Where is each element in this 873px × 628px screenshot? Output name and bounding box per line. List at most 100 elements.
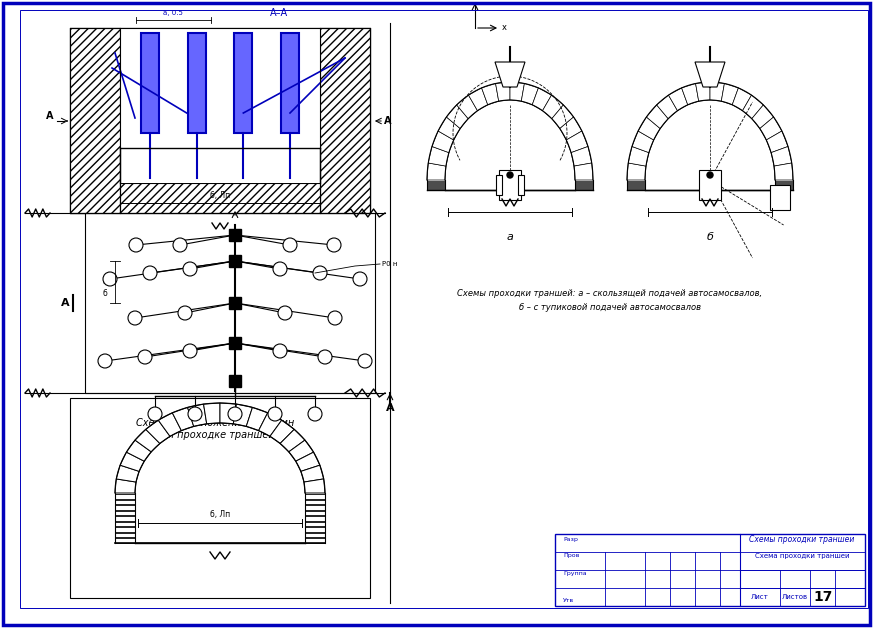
Polygon shape [496, 82, 510, 101]
Bar [496, 175, 502, 195]
Bar [115, 511, 135, 515]
Circle shape [98, 354, 112, 368]
Polygon shape [446, 105, 468, 129]
Bar [70, 28, 370, 213]
Circle shape [268, 407, 282, 421]
Polygon shape [457, 95, 478, 119]
Polygon shape [432, 131, 454, 153]
Polygon shape [127, 440, 151, 461]
Bar [70, 28, 370, 213]
Polygon shape [771, 146, 792, 166]
Polygon shape [567, 131, 588, 153]
Polygon shape [760, 117, 782, 140]
Circle shape [129, 238, 143, 252]
Text: Р0 н: Р0 н [382, 261, 397, 267]
Text: 17: 17 [814, 590, 833, 604]
Bar [115, 494, 135, 499]
Text: Схема расположения скважин: Схема расположения скважин [136, 418, 294, 428]
Bar [305, 494, 325, 499]
Polygon shape [721, 84, 739, 105]
Text: Лист: Лист [751, 594, 769, 600]
Bar [120, 28, 320, 183]
Text: x: x [502, 23, 507, 33]
Polygon shape [427, 163, 446, 180]
Polygon shape [510, 82, 525, 101]
Polygon shape [629, 146, 649, 166]
Polygon shape [571, 146, 592, 166]
Bar [518, 175, 524, 195]
Bar [320, 28, 370, 213]
Polygon shape [429, 146, 449, 166]
Text: Схема проходки траншеи: Схема проходки траншеи [755, 553, 849, 559]
Bar [305, 522, 325, 526]
Bar [115, 505, 135, 510]
Polygon shape [533, 88, 552, 111]
Circle shape [183, 344, 197, 358]
Polygon shape [542, 95, 563, 119]
Polygon shape [246, 408, 268, 431]
Circle shape [327, 238, 341, 252]
Circle shape [308, 407, 322, 421]
Polygon shape [732, 88, 752, 111]
Polygon shape [656, 95, 677, 119]
Bar [281, 33, 299, 133]
Polygon shape [669, 88, 688, 111]
Polygon shape [638, 117, 660, 140]
Text: Пров: Пров [563, 553, 580, 558]
Polygon shape [696, 82, 710, 101]
Polygon shape [766, 131, 788, 153]
Polygon shape [296, 452, 320, 472]
Bar [141, 33, 159, 133]
Bar [120, 148, 320, 183]
Circle shape [148, 407, 162, 421]
Circle shape [318, 350, 332, 364]
Polygon shape [743, 95, 763, 119]
Bar [555, 534, 865, 606]
Bar [70, 28, 120, 213]
Polygon shape [438, 117, 460, 140]
Polygon shape [774, 163, 793, 180]
Circle shape [138, 350, 152, 364]
Bar [115, 522, 135, 526]
Bar [120, 183, 320, 213]
Text: при проходке траншей: при проходке траншей [155, 430, 275, 440]
Text: а: а [506, 232, 513, 242]
Text: Разр: Разр [563, 536, 578, 541]
Polygon shape [301, 465, 324, 482]
Text: А: А [384, 116, 392, 126]
Circle shape [273, 262, 287, 276]
Circle shape [278, 306, 292, 320]
Bar [229, 297, 241, 309]
Text: а: а [102, 278, 107, 286]
Text: б, Лп: б, Лп [210, 510, 230, 519]
Polygon shape [752, 105, 773, 129]
Circle shape [178, 306, 192, 320]
Polygon shape [146, 420, 170, 443]
Polygon shape [682, 84, 698, 105]
Text: Группа: Группа [563, 571, 587, 577]
Bar [229, 229, 241, 241]
Polygon shape [172, 408, 194, 431]
Text: А: А [46, 111, 54, 121]
Polygon shape [304, 479, 325, 493]
Polygon shape [552, 105, 574, 129]
Polygon shape [115, 479, 136, 493]
Polygon shape [632, 131, 654, 153]
Polygon shape [116, 465, 139, 482]
Circle shape [183, 262, 197, 276]
Bar [499, 170, 521, 200]
Polygon shape [627, 163, 646, 180]
Bar [85, 213, 375, 393]
Text: А: А [386, 403, 395, 413]
Bar [229, 375, 241, 387]
Bar [115, 516, 135, 521]
Polygon shape [560, 117, 582, 140]
Polygon shape [188, 404, 207, 426]
Bar [699, 170, 721, 200]
Bar [305, 516, 325, 521]
Bar [305, 511, 325, 515]
Circle shape [143, 266, 157, 280]
Polygon shape [203, 403, 220, 424]
Bar [70, 398, 370, 598]
Polygon shape [521, 84, 539, 105]
